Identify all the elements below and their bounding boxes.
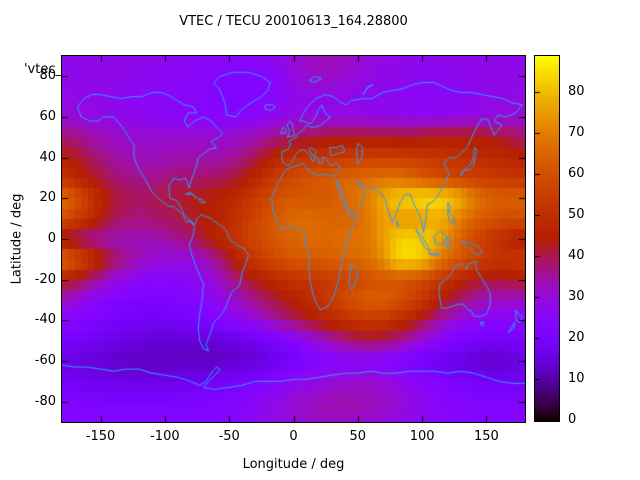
y-tick-label: 40 bbox=[39, 149, 56, 165]
y-tick-label: -40 bbox=[34, 312, 56, 328]
chart-title: VTEC / TECU 20010613_164.28800 bbox=[179, 14, 408, 29]
colorbar-tick-label: 40 bbox=[568, 248, 585, 264]
x-tick-label: 150 bbox=[473, 429, 499, 444]
x-tick-label: -50 bbox=[218, 429, 240, 444]
colorbar-tick-label: 10 bbox=[568, 371, 585, 386]
colorbar-tick-label: 60 bbox=[568, 166, 585, 182]
y-tick-label: -60 bbox=[34, 353, 56, 368]
plot-key-label: 'vtec_ bbox=[23, 62, 62, 77]
colorbar-tick-label: 30 bbox=[568, 289, 585, 305]
x-tick-label: 0 bbox=[289, 429, 298, 444]
x-tick-label: 50 bbox=[349, 429, 367, 444]
y-tick-label: 20 bbox=[39, 190, 56, 206]
colorbar-border bbox=[534, 55, 560, 422]
colorbar-tick-label: 0 bbox=[568, 412, 577, 427]
x-tick-label: -150 bbox=[85, 429, 116, 444]
x-tick-label: -100 bbox=[150, 429, 180, 444]
x-axis-label: Longitude / deg bbox=[242, 457, 345, 472]
colorbar-tick-label: 70 bbox=[568, 125, 585, 141]
y-tick-label: 80 bbox=[39, 68, 56, 84]
colorbar-tick-label: 20 bbox=[568, 330, 585, 346]
colorbar-tick-label: 50 bbox=[568, 207, 585, 223]
plot-area-border bbox=[61, 55, 526, 423]
y-tick-label: 0 bbox=[47, 231, 56, 246]
tec-heatmap-canvas bbox=[62, 56, 525, 422]
x-tick-label: 100 bbox=[409, 429, 435, 444]
y-tick-label: 60 bbox=[39, 109, 56, 124]
y-tick-label: -20 bbox=[34, 271, 56, 287]
y-tick-label: -80 bbox=[34, 393, 56, 409]
colorbar-canvas bbox=[535, 56, 559, 421]
colorbar-tick-label: 80 bbox=[568, 84, 585, 100]
